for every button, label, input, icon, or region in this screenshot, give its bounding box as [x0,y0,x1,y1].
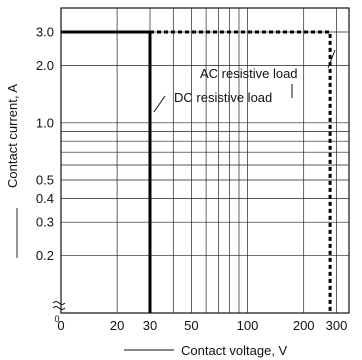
ac-series-line [150,30,332,313]
x-tick-label: 300 [326,318,348,333]
x-tick-label: 200 [293,318,315,333]
y-tick-label: 2.0 [36,58,54,73]
y-tick-labels: 0.2 0.3 0.4 0.5 1.0 2.0 3.0 [36,25,54,264]
x-tick-label: 30 [143,318,157,333]
y-tick-label: 0.4 [36,191,54,206]
series-layer [61,30,332,313]
y-tick-label: 0.5 [36,173,54,188]
plot-frame [60,7,350,314]
y-tick-label: 0.3 [36,215,54,230]
x-tick-label: 50 [184,318,198,333]
dc-series-label: DC resistive load [174,90,272,105]
ac-series-label: AC resistive load [200,66,298,81]
x-axis-title: Contact voltage, V [124,343,288,358]
x-tick-label: 100 [237,318,259,333]
y-axis-title: Contact current, A [5,84,20,188]
dc-series-line [61,30,152,313]
x-axis-label: Contact voltage, V [181,343,288,358]
series-callouts: AC resistive load DC resistive load [153,49,336,113]
x-tick-labels: 20 30 50 100 200 300 [110,318,347,333]
dc-label-leader [153,95,166,113]
x-zero-label: 0 [57,318,64,333]
grid [61,8,349,313]
axis-break-icon [52,301,66,310]
y-tick-label: 1.0 [36,115,54,130]
x-tick-label: 20 [110,318,124,333]
y-zero-label: 0 [54,314,59,324]
y-tick-label: 0.2 [36,248,54,263]
ac-label-leader [327,49,336,69]
y-axis-label: Contact current, A [5,84,20,188]
y-tick-label: 3.0 [36,25,54,40]
